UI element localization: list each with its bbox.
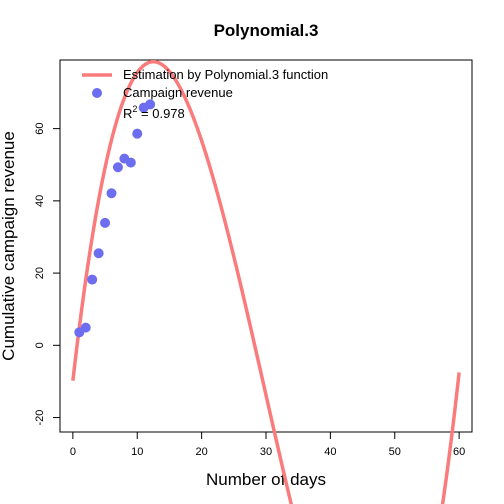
- data-point: [93, 248, 104, 259]
- r-squared-value: = 0.978: [137, 106, 184, 121]
- data-point: [106, 188, 117, 199]
- data-point: [87, 274, 98, 285]
- chart-title: Polynomial.3: [214, 21, 319, 40]
- y-axis: -20 0 20 40 60: [34, 122, 61, 426]
- data-point: [80, 322, 91, 333]
- x-tick-label: 60: [453, 446, 465, 458]
- x-tick-label: 50: [389, 446, 401, 458]
- data-point: [112, 162, 123, 173]
- x-tick-label: 10: [131, 446, 143, 458]
- fit-curve: [71, 59, 461, 504]
- r-squared-symbol: R: [123, 106, 132, 121]
- plot-frame: [59, 59, 473, 433]
- x-tick-label: 20: [196, 446, 208, 458]
- legend-label-points: Campaign revenue: [123, 85, 233, 100]
- r-squared-annotation: R2 = 0.978: [123, 104, 185, 121]
- y-axis-label: Cumulative campaign revenue: [0, 131, 18, 361]
- data-points: [74, 99, 156, 338]
- data-point: [100, 217, 111, 228]
- x-axis-label: Number of days: [206, 470, 326, 489]
- legend-point-swatch: [92, 88, 102, 98]
- legend: Estimation by Polynomial.3 function Camp…: [82, 67, 328, 121]
- y-tick-label: -20: [34, 410, 46, 426]
- data-point: [145, 99, 156, 110]
- legend-label-fit: Estimation by Polynomial.3 function: [123, 67, 328, 82]
- y-tick-label: 40: [34, 195, 46, 207]
- y-tick-label: 20: [34, 267, 46, 279]
- x-tick-label: 30: [260, 446, 272, 458]
- data-point: [125, 157, 136, 168]
- data-point: [132, 128, 143, 139]
- x-tick-label: 0: [70, 446, 76, 458]
- y-tick-label: 0: [34, 342, 46, 348]
- x-axis: 0 10 20 30 40 50 60: [70, 431, 465, 458]
- r-squared-superscript: 2: [132, 104, 137, 114]
- y-tick-label: 60: [34, 122, 46, 134]
- x-tick-label: 40: [324, 446, 336, 458]
